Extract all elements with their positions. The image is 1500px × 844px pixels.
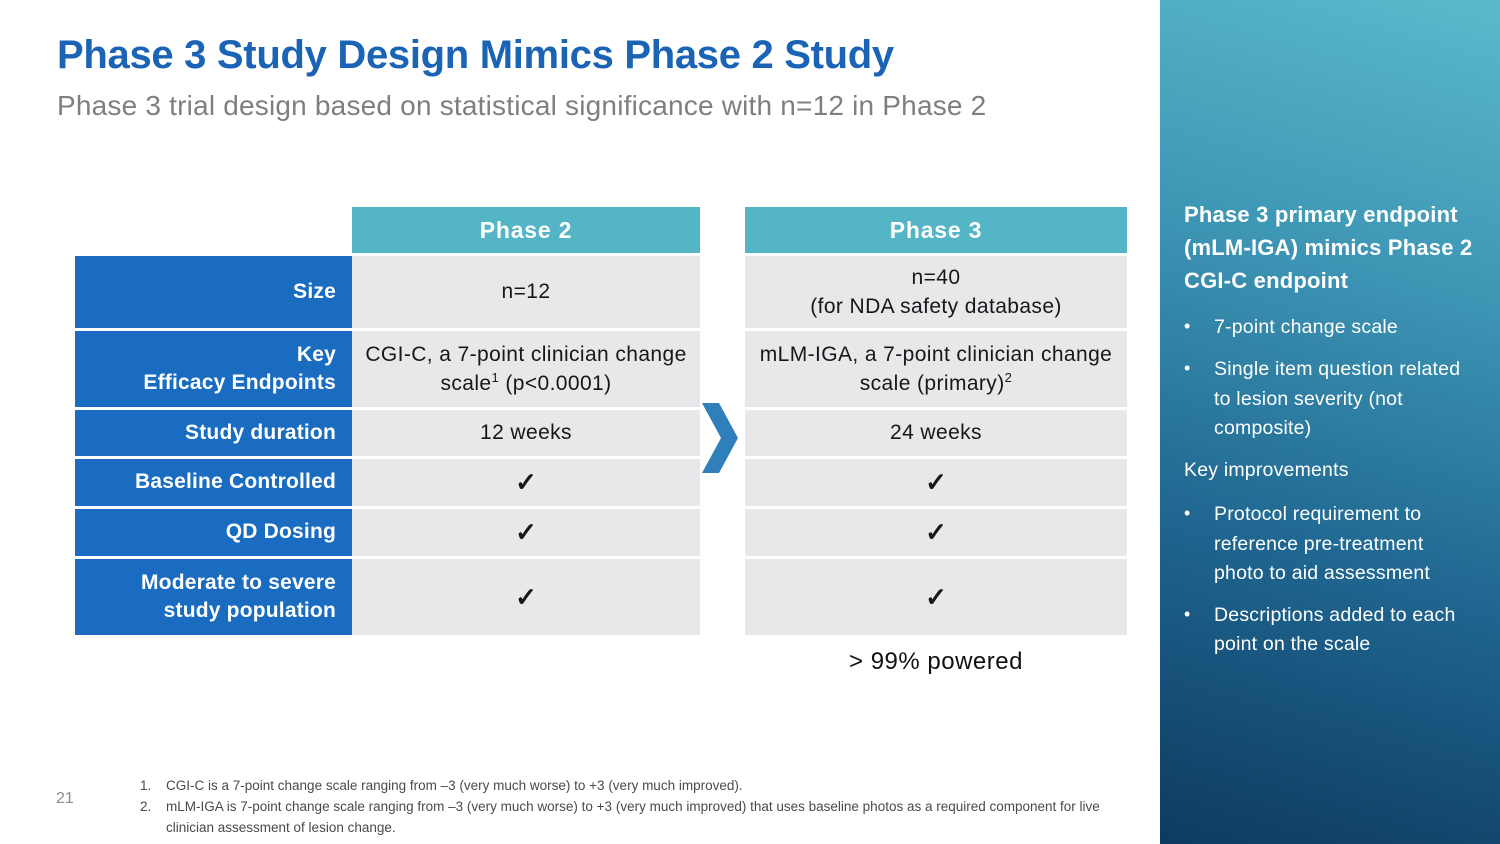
sidebar-heading: Phase 3 primary endpoint (mLM-IGA) mimic… (1184, 202, 1473, 293)
cell-text: CGI-C, a 7-point clinician change scale1… (362, 340, 690, 399)
footnote-text: CGI-C is a 7-point change scale ranging … (166, 778, 743, 793)
column-gap (700, 559, 745, 635)
endpoint-pvalue: (p<0.0001) (499, 372, 612, 395)
footnote-2: 2. mLM-IGA is 7-point change scale rangi… (140, 797, 1150, 838)
row-label-baseline-controlled: Baseline Controlled (75, 459, 352, 506)
bullet-icon: • (1184, 604, 1191, 624)
check-icon: ✓ (515, 517, 537, 548)
bullet-icon: • (1184, 316, 1191, 336)
footnote-number: 2. (140, 799, 152, 815)
endpoint-text: mLM-IGA, a 7-point clinician change scal… (759, 342, 1113, 395)
table-corner (75, 207, 352, 253)
cell-qd-dosing-phase2: ✓ (352, 509, 700, 556)
sidebar-bullet-item: • Descriptions added to each point on th… (1184, 601, 1474, 660)
column-gap (700, 207, 745, 253)
comparison-table: Phase 2 Phase 3 Size n=12 n=40 (for NDA … (75, 207, 1127, 676)
row-label-size: Size (75, 256, 352, 328)
bullet-icon: • (1184, 503, 1191, 524)
sidebar-bullet-item: • 7-point change scale (1184, 313, 1474, 342)
cell-size-phase2: n=12 (352, 256, 700, 328)
row-label-study-population: Moderate to severe study population (75, 559, 352, 635)
cell-duration-phase2: 12 weeks (352, 410, 700, 456)
sidebar-subheading: Key improvements (1184, 459, 1349, 481)
sidebar-bullet-text: 7-point change scale (1214, 316, 1398, 338)
footnote-1: 1. CGI-C is a 7-point change scale rangi… (140, 776, 1150, 796)
column-gap (700, 331, 745, 407)
check-icon: ✓ (925, 517, 947, 548)
cell-population-phase3: ✓ (745, 559, 1127, 635)
footnotes: 1. CGI-C is a 7-point change scale rangi… (140, 776, 1150, 839)
powered-note: > 99% powered (849, 648, 1023, 675)
sidebar-bullet-text: Protocol requirement to reference pre-tr… (1214, 503, 1430, 584)
cell-duration-phase3: 24 weeks (745, 410, 1127, 456)
cell-endpoints-phase3: mLM-IGA, a 7-point clinician change scal… (745, 331, 1127, 407)
page-number: 21 (56, 790, 74, 807)
column-header-phase3: Phase 3 (745, 207, 1127, 253)
row-label-qd-dosing: QD Dosing (75, 509, 352, 556)
footnote-text: mLM-IGA is 7-point change scale ranging … (166, 799, 1100, 835)
column-header-phase2: Phase 2 (352, 207, 700, 253)
slide-title: Phase 3 Study Design Mimics Phase 2 Stud… (57, 33, 894, 77)
check-icon: ✓ (925, 581, 947, 612)
cell-text: 12 weeks (480, 421, 572, 445)
sidebar-panel: Phase 3 primary endpoint (mLM-IGA) mimic… (1160, 0, 1500, 844)
footnote-marker: 1 (491, 370, 500, 385)
check-icon: ✓ (515, 581, 537, 612)
cell-text: n=40 (for NDA safety database) (810, 265, 1062, 318)
sidebar-bullet-item: • Single item question related to lesion… (1184, 355, 1474, 443)
bullet-icon: • (1184, 358, 1191, 379)
cell-text: mLM-IGA, a 7-point clinician change scal… (755, 340, 1117, 399)
sidebar-bullet-list-bottom: • Protocol requirement to reference pre-… (1184, 500, 1474, 659)
endpoint-text: CGI-C, a 7-point clinician change scale (365, 342, 687, 395)
cell-text: 24 weeks (890, 421, 982, 445)
row-label-study-duration: Study duration (75, 410, 352, 456)
cell-baseline-phase2: ✓ (352, 459, 700, 506)
cell-text: n=12 (501, 280, 551, 304)
sidebar-bullet-list-top: • 7-point change scale • Single item que… (1184, 313, 1474, 443)
cell-qd-dosing-phase3: ✓ (745, 509, 1127, 556)
cell-size-phase3: n=40 (for NDA safety database) (745, 256, 1127, 328)
check-icon: ✓ (515, 467, 537, 498)
column-gap (700, 256, 745, 328)
slide-subtitle: Phase 3 trial design based on statistica… (57, 90, 987, 121)
footnote-marker: 2 (1004, 370, 1013, 385)
sidebar-bullet-text: Single item question related to lesion s… (1214, 358, 1461, 439)
chevron-right-icon (700, 400, 740, 476)
sidebar-bullet-item: • Protocol requirement to reference pre-… (1184, 500, 1474, 588)
sidebar-bullet-text: Descriptions added to each point on the … (1214, 604, 1456, 656)
footnote-number: 1. (140, 778, 152, 793)
row-label-key-efficacy-endpoints: Key Efficacy Endpoints (75, 331, 352, 407)
check-icon: ✓ (925, 467, 947, 498)
table-grid: Phase 2 Phase 3 Size n=12 n=40 (for NDA … (75, 207, 1127, 635)
column-gap (700, 509, 745, 556)
cell-baseline-phase3: ✓ (745, 459, 1127, 506)
cell-endpoints-phase2: CGI-C, a 7-point clinician change scale1… (352, 331, 700, 407)
cell-population-phase2: ✓ (352, 559, 700, 635)
